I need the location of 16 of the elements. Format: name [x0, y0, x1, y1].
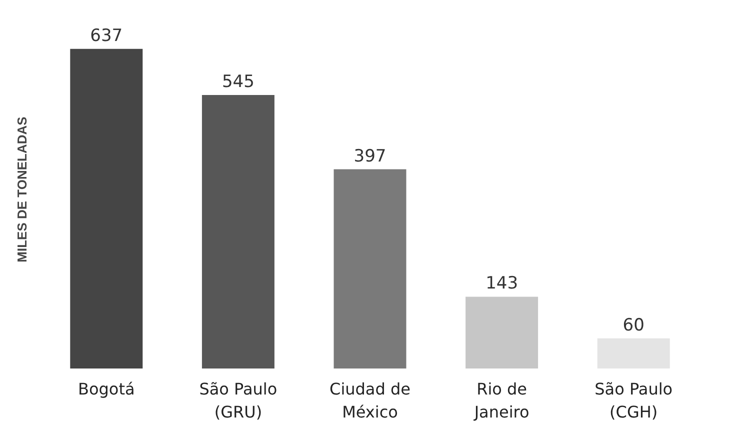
x-tick-label: Bogotá [78, 380, 135, 398]
data-label: 397 [354, 146, 386, 166]
y-axis-title: MILES DE TONELADAS [14, 116, 30, 262]
bar [70, 48, 143, 368]
data-label: 143 [486, 274, 518, 294]
x-tick-label: São Paulo (CGH) [594, 380, 673, 422]
bar [466, 296, 538, 368]
bar [202, 95, 274, 368]
bar [334, 169, 406, 368]
data-label: 60 [622, 315, 644, 336]
bar [597, 338, 670, 368]
data-label: 545 [222, 72, 254, 92]
data-label: 637 [90, 26, 123, 46]
x-tick-label: Ciudad de México [330, 380, 410, 422]
x-tick-label: Rio de Janeiro [473, 380, 530, 422]
x-tick-label: São Paulo (GRU) [199, 380, 278, 422]
